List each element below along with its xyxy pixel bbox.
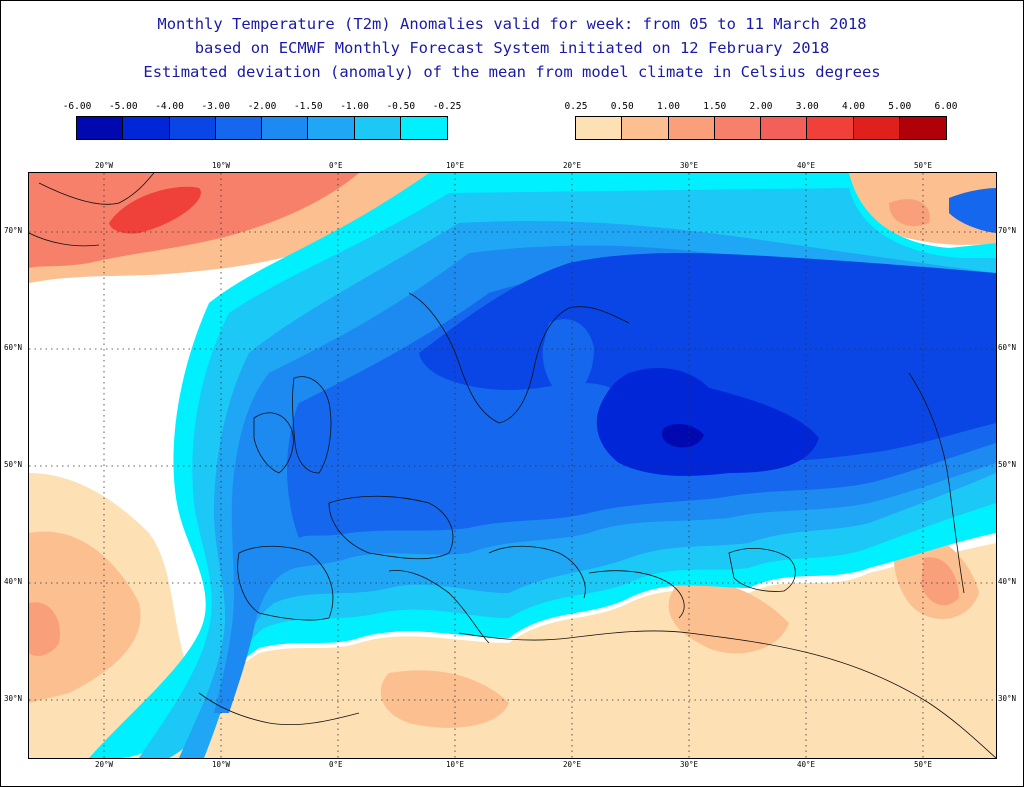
negative-legend-swatch: [354, 117, 401, 139]
negative-legend-swatch: [169, 117, 216, 139]
negative-legend-colorbar: [76, 116, 448, 140]
longitude-label: 10°E: [446, 161, 465, 170]
longitude-label: 30°E: [680, 760, 699, 769]
positive-legend-swatch: [761, 117, 808, 139]
longitude-label: 0°E: [329, 760, 343, 769]
positive-legend-label: 2.00: [749, 101, 773, 112]
latitude-label: 30°N: [4, 694, 23, 703]
negative-legend-swatch: [215, 117, 262, 139]
latitude-label: 40°N: [4, 577, 23, 586]
negative-legend-label: -1.00: [340, 101, 369, 112]
cold-region-northeast: [949, 188, 996, 233]
longitude-label: 30°E: [680, 161, 699, 170]
positive-legend-swatch: [899, 117, 946, 139]
positive-anomaly-legend: 0.25 0.50 1.00 1.50 2.00 3.00 4.00 5.00 6.00: [565, 101, 958, 141]
longitude-label: 10°W: [212, 161, 231, 170]
latitude-label: 40°N: [998, 577, 1017, 586]
cold-region-5: [419, 253, 996, 461]
negative-legend-swatch: [308, 117, 355, 139]
positive-legend-colorbar: [575, 116, 947, 140]
positive-legend-label: 0.25: [564, 101, 588, 112]
title-block: Monthly Temperature (T2m) Anomalies vali…: [0, 12, 1024, 84]
positive-legend-label: 0.50: [610, 101, 634, 112]
longitude-label: 20°E: [563, 161, 582, 170]
latitude-label: 50°N: [4, 460, 23, 469]
positive-legend-label: 6.00: [934, 101, 958, 112]
negative-legend-swatch: [77, 117, 124, 139]
warm-region-sahara: [380, 670, 509, 728]
warm-region-caspian-core: [921, 557, 959, 606]
coastlines: [29, 173, 996, 758]
positive-legend-swatch: [576, 117, 623, 139]
negative-legend-swatch: [400, 117, 447, 139]
negative-legend-label: -0.25: [432, 101, 462, 112]
anomaly-map: [28, 172, 997, 759]
negative-legend-labels: -6.00 -5.00 -4.00 -3.00 -2.00 -1.50 -1.00 -0.50…: [63, 101, 462, 115]
latitude-label: 60°N: [998, 343, 1017, 352]
negative-legend-label: -1.50: [293, 101, 323, 112]
title-line-3: Estimated deviation (anomaly) of the mea…: [143, 63, 881, 81]
longitude-label: 50°E: [914, 161, 933, 170]
anomaly-map-svg: [29, 173, 996, 758]
negative-legend-label: -6.00: [62, 101, 92, 112]
positive-legend-label: 3.00: [795, 101, 819, 112]
scandinavia-pocket: [542, 319, 594, 398]
longitude-label: 50°E: [914, 760, 933, 769]
latitude-label: 30°N: [998, 694, 1017, 703]
latitude-label: 70°N: [998, 226, 1017, 235]
negative-legend-label: -2.00: [247, 101, 277, 112]
graticule: [29, 173, 996, 758]
cold-region-6: [596, 368, 819, 476]
longitude-label: 20°W: [95, 760, 114, 769]
longitude-label: 20°E: [563, 760, 582, 769]
cold-region-7: [662, 423, 704, 448]
longitude-label: 20°W: [95, 161, 114, 170]
positive-legend-label: 5.00: [888, 101, 912, 112]
warm-region-mideast: [668, 581, 789, 654]
positive-legend-label: 1.50: [703, 101, 727, 112]
longitude-label: 0°E: [329, 161, 343, 170]
negative-legend-label: -5.00: [108, 101, 138, 112]
negative-legend-swatch: [262, 117, 309, 139]
positive-legend-swatch: [622, 117, 669, 139]
negative-legend-label: -3.00: [201, 101, 231, 112]
negative-legend-label: -4.00: [155, 101, 184, 112]
warm-region-south: [29, 473, 996, 758]
latitude-label: 60°N: [4, 343, 23, 352]
negative-legend-label: -0.50: [386, 101, 416, 112]
longitude-label: 40°E: [797, 760, 816, 769]
longitude-label: 10°E: [446, 760, 465, 769]
positive-legend-label: 4.00: [842, 101, 865, 112]
negative-anomaly-legend: -6.00 -5.00 -4.00 -3.00 -2.00 -1.50 -1.00 -0.50…: [63, 101, 462, 141]
positive-legend-swatch: [807, 117, 854, 139]
warm-region-south-2: [29, 531, 141, 703]
latitude-label: 50°N: [998, 460, 1017, 469]
positive-legend-swatch: [853, 117, 900, 139]
warm-region-barents-core: [889, 199, 930, 227]
title-line-1: Monthly Temperature (T2m) Anomalies vali…: [157, 15, 867, 33]
title-line-2: based on ECMWF Monthly Forecast System i…: [194, 39, 830, 57]
latitude-label: 70°N: [4, 226, 23, 235]
positive-legend-label: 1.00: [657, 101, 680, 112]
warm-region-greenland-core: [109, 186, 201, 234]
warm-region-greenland-2: [29, 173, 359, 268]
negative-legend-swatch: [123, 117, 170, 139]
longitude-label: 10°W: [212, 760, 231, 769]
positive-legend-swatch: [668, 117, 715, 139]
positive-legend-swatch: [714, 117, 761, 139]
positive-legend-labels: 0.25 0.50 1.00 1.50 2.00 3.00 4.00 5.00 6.00: [565, 101, 958, 115]
longitude-label: 40°E: [797, 161, 816, 170]
warm-region-westafrica: [29, 602, 60, 656]
